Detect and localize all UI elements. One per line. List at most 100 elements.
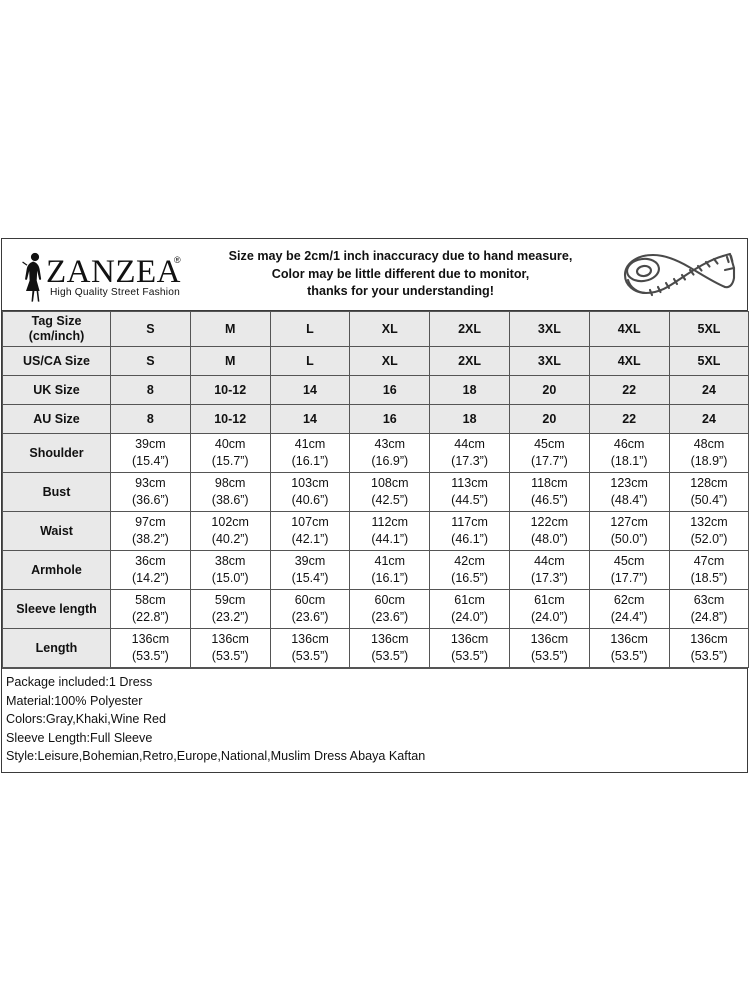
cell-sleeve-length-3xl: 61cm (24.0”) (508, 589, 590, 629)
cell-uk-3xl: 20 (508, 375, 590, 405)
value-inch: (17.7”) (530, 454, 568, 468)
value-inch: (36.6”) (131, 493, 169, 507)
cell-au-xl: 16 (349, 404, 431, 434)
cell-shoulder-2xl: 44cm (17.3”) (429, 433, 510, 473)
value-inch: (46.5”) (530, 493, 568, 507)
cell-bust-2xl: 113cm (44.5”) (429, 472, 510, 512)
row-label-waist: Waist (2, 511, 111, 551)
detail-material: Material:100% Polyester (6, 693, 143, 708)
zanzea-logo-svg: ZANZEA ® High Quality Street Fashion (22, 252, 181, 302)
size-table-body: Tag Size (cm/inch) S M L XL 2XL 3XL 4XL … (2, 311, 750, 668)
value-inch: (17.3”) (530, 571, 568, 585)
cell-bust-m: 98cm (38.6”) (189, 472, 271, 512)
value-inch: (46.1”) (451, 532, 488, 546)
value-cm: 63cm (693, 593, 725, 607)
value-cm: 58cm (135, 593, 166, 607)
value-cm: 43cm (374, 437, 406, 451)
cell-au-5xl: 24 (668, 404, 750, 434)
cell-uk-4xl: 22 (588, 375, 670, 405)
value-cm: 48cm (693, 437, 725, 451)
value-cm: 136cm (371, 632, 409, 646)
cell-tag-size-xl: XL (349, 311, 431, 347)
value-inch: (18.5”) (690, 571, 728, 585)
row-label-tag-size: Tag Size (cm/inch) (2, 311, 111, 347)
cell-au-s: 8 (110, 404, 191, 434)
cell-tag-size-l: L (269, 311, 351, 347)
cell-bust-xl: 108cm (42.5”) (349, 472, 431, 512)
value-cm: 93cm (135, 476, 166, 490)
value-inch: (53.5”) (690, 649, 728, 663)
cell-armhole-xl: 41cm (16.1”) (349, 550, 431, 590)
cell-sleeve-length-l: 60cm (23.6”) (269, 589, 351, 629)
cell-shoulder-l: 41cm (16.1”) (269, 433, 351, 473)
table-row: Tag Size (cm/inch) S M L XL 2XL 3XL 4XL … (2, 311, 750, 347)
notice-line-3: thanks for your understanding! (307, 284, 494, 299)
value-cm: 108cm (371, 476, 409, 490)
size-chart-sheet: ZANZEA ® High Quality Street Fashion Siz… (1, 238, 750, 773)
value-inch: (17.3”) (451, 454, 488, 468)
value-inch: (24.0”) (451, 610, 488, 624)
registered-mark-icon: ® (174, 255, 181, 265)
cell-sleeve-length-s: 58cm (22.8”) (110, 589, 191, 629)
cell-armhole-l: 39cm (15.4”) (269, 550, 351, 590)
cell-length-m: 136cm (53.5”) (189, 628, 271, 668)
value-inch: (24.0”) (530, 610, 568, 624)
notice-line-2: Color may be little different due to mon… (271, 266, 530, 281)
chart-banner: ZANZEA ® High Quality Street Fashion Siz… (2, 239, 747, 311)
value-inch: (18.9”) (690, 454, 728, 468)
cell-length-5xl: 136cm (53.5”) (668, 628, 750, 668)
cell-uk-xl: 16 (349, 375, 431, 405)
value-inch: (23.2”) (211, 610, 249, 624)
value-inch: (15.0”) (211, 571, 249, 585)
value-cm: 42cm (454, 554, 485, 568)
value-cm: 112cm (371, 515, 409, 529)
cell-tag-size-3xl: 3XL (508, 311, 590, 347)
value-cm: 117cm (451, 515, 488, 529)
brand-wordmark: ZANZEA (46, 254, 181, 290)
cell-shoulder-xl: 43cm (16.9”) (349, 433, 431, 473)
row-label-uk-size: UK Size (2, 375, 111, 405)
cell-armhole-s: 36cm (14.2”) (110, 550, 191, 590)
value-cm: 59cm (214, 593, 246, 607)
row-label-length: Length (2, 628, 111, 668)
value-cm: 118cm (531, 476, 568, 490)
value-inch: (40.2”) (211, 532, 249, 546)
woman-silhouette-icon (22, 252, 42, 302)
value-cm: 36cm (135, 554, 166, 568)
value-cm: 123cm (610, 476, 648, 490)
cell-sleeve-length-2xl: 61cm (24.0”) (429, 589, 510, 629)
value-cm: 113cm (451, 476, 488, 490)
value-cm: 39cm (294, 554, 326, 568)
cell-us-ca-2xl: 2XL (429, 346, 510, 376)
value-cm: 136cm (131, 632, 170, 646)
cell-waist-3xl: 122cm (48.0”) (508, 511, 590, 551)
value-cm: 61cm (454, 593, 485, 607)
value-inch: (22.8”) (131, 610, 169, 624)
cell-us-ca-m: M (189, 346, 271, 376)
measuring-tape-icon (623, 252, 736, 296)
cell-waist-xl: 112cm (44.1”) (349, 511, 431, 551)
cell-shoulder-5xl: 48cm (18.9”) (668, 433, 750, 473)
value-inch: (53.5”) (291, 649, 329, 663)
cell-sleeve-length-4xl: 62cm (24.4”) (588, 589, 670, 629)
value-inch: (53.5”) (451, 649, 488, 663)
value-cm: 136cm (211, 632, 249, 646)
value-cm: 41cm (374, 554, 406, 568)
value-cm: 127cm (610, 515, 648, 529)
value-cm: 39cm (135, 437, 166, 451)
value-cm: 97cm (135, 515, 166, 529)
cell-armhole-3xl: 44cm (17.3”) (508, 550, 590, 590)
cell-uk-5xl: 24 (668, 375, 750, 405)
value-inch: (16.9”) (371, 454, 409, 468)
value-inch: (42.5”) (371, 493, 409, 507)
cell-tag-size-s: S (110, 311, 191, 347)
product-details: Package included:1 Dress Material:100% P… (2, 668, 747, 772)
cell-armhole-5xl: 47cm (18.5”) (668, 550, 750, 590)
table-row: AU Size 8 10-12 14 16 18 20 22 24 (2, 404, 750, 434)
table-row: Bust 93cm (36.6”) 98cm (38.6”) 103cm (40.6”… (2, 472, 750, 512)
row-label-au-size: AU Size (2, 404, 111, 434)
cell-waist-5xl: 132cm (52.0”) (668, 511, 750, 551)
table-row: US/CA Size S M L XL 2XL 3XL 4XL 5XL (2, 346, 750, 376)
row-label-us-ca-size: US/CA Size (2, 346, 111, 376)
cell-length-3xl: 136cm (53.5”) (508, 628, 590, 668)
